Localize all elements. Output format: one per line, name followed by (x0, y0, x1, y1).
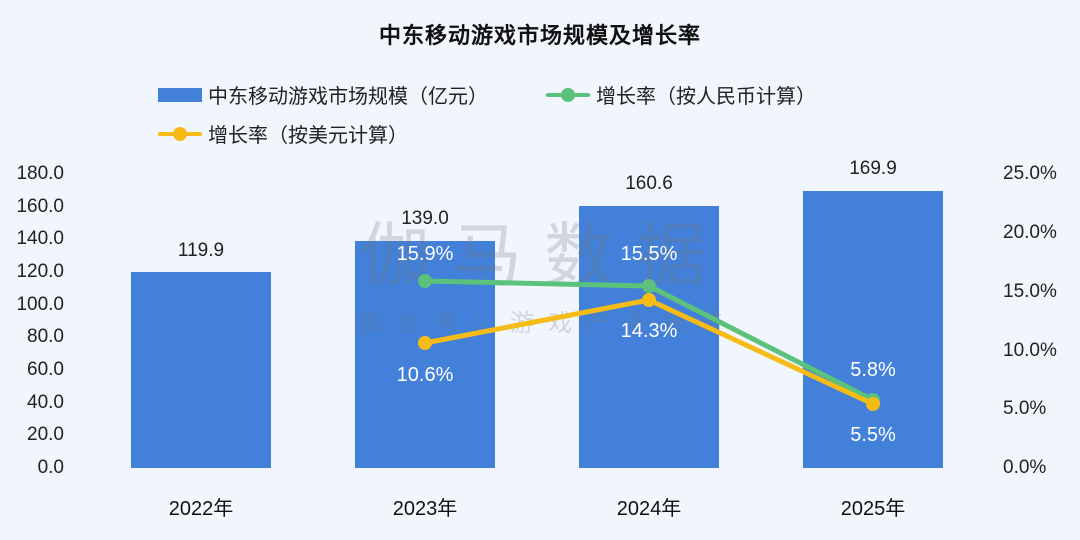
growth-usd-point (642, 293, 656, 307)
x-axis-label: 2025年 (840, 498, 906, 520)
growth-rmb-label: 5.8% (850, 359, 896, 381)
left-axis-tick: 180.0 (16, 163, 64, 184)
growth-rmb-point (418, 274, 432, 288)
legend-growth-rmb-label: 增长率（按人民币计算） (596, 84, 816, 108)
green-line-marker-icon (546, 87, 590, 102)
growth-usd-point (418, 336, 432, 350)
growth-usd-label: 5.5% (850, 424, 896, 446)
bar-swatch-icon (158, 87, 202, 102)
legend-growth-usd: 增长率（按美元计算） (158, 119, 408, 148)
right-axis-tick: 0.0% (1003, 457, 1047, 478)
left-axis-tick: 0.0 (37, 457, 64, 478)
left-axis-tick: 60.0 (27, 359, 64, 380)
left-axis-tick: 100.0 (16, 294, 64, 315)
right-axis-tick: 5.0% (1003, 398, 1047, 419)
right-axis-tick: 10.0% (1003, 340, 1057, 361)
growth-rmb-point (642, 279, 656, 293)
left-axis-tick: 40.0 (27, 392, 64, 413)
growth-usd-line (424, 297, 875, 407)
left-axis-tick: 120.0 (16, 261, 64, 282)
legend-growth-usd-label: 增长率（按美元计算） (208, 123, 408, 147)
growth-rmb-label: 15.5% (620, 243, 678, 265)
legend-market-size-label: 中东移动游戏市场规模（亿元） (208, 84, 488, 108)
legend-market-size: 中东移动游戏市场规模（亿元） (158, 80, 488, 109)
bar-value-label: 139.0 (401, 208, 449, 229)
growth-usd-point (866, 397, 880, 411)
bar-2022 (131, 272, 271, 468)
growth-rmb-label: 15.9% (396, 243, 454, 265)
x-axis-label: 2023年 (392, 498, 458, 520)
bar-2025 (803, 191, 943, 468)
right-axis-tick: 15.0% (1003, 281, 1057, 302)
left-axis-tick: 140.0 (16, 228, 64, 249)
bar-value-label: 119.9 (177, 240, 225, 261)
yellow-line-marker-icon (158, 126, 202, 141)
bar-value-label: 160.6 (625, 173, 673, 194)
left-axis-tick: 80.0 (27, 326, 64, 347)
right-axis-tick: 20.0% (1003, 222, 1057, 243)
growth-usd-label: 14.3% (620, 320, 678, 342)
chart-title: 中东移动游戏市场规模及增长率 (378, 24, 701, 49)
growth-usd-label: 10.6% (396, 364, 454, 386)
x-axis-label: 2022年 (168, 498, 234, 520)
bar-value-label: 169.9 (849, 158, 897, 179)
left-axis-tick: 20.0 (27, 424, 64, 445)
left-axis-tick: 160.0 (16, 196, 64, 217)
x-axis-label: 2024年 (616, 498, 682, 520)
bar-2024 (579, 206, 719, 468)
legend-growth-rmb: 增长率（按人民币计算） (546, 80, 816, 109)
right-axis-tick: 25.0% (1003, 163, 1057, 184)
